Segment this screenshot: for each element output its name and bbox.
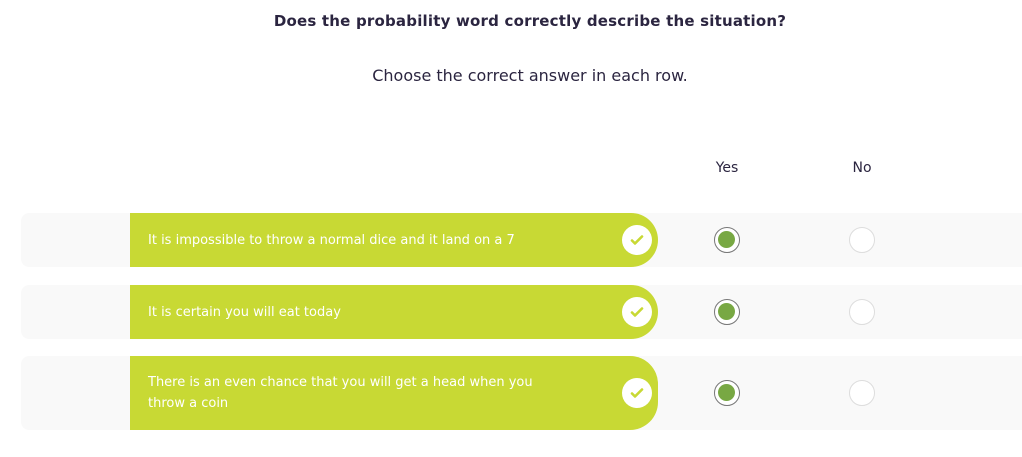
column-header-no: No — [852, 160, 872, 176]
radio-yes[interactable] — [714, 380, 740, 406]
statement-pill: It is certain you will eat today — [130, 285, 658, 339]
check-icon — [622, 378, 652, 408]
question-row: It is impossible to throw a normal dice … — [21, 213, 1022, 267]
statement-text: It is impossible to throw a normal dice … — [148, 232, 515, 248]
statement-text: It is certain you will eat today — [148, 304, 341, 320]
radio-no[interactable] — [849, 227, 875, 253]
radio-yes[interactable] — [714, 299, 740, 325]
question-title: Does the probability word correctly desc… — [273, 12, 787, 30]
statement-pill: It is impossible to throw a normal dice … — [130, 213, 658, 267]
radio-yes[interactable] — [714, 227, 740, 253]
column-header-yes: Yes — [715, 160, 739, 176]
statement-pill: There is an even chance that you will ge… — [130, 356, 658, 430]
radio-no[interactable] — [849, 299, 875, 325]
statement-text: There is an even chance that you will ge… — [148, 375, 533, 411]
question-row: It is certain you will eat today — [21, 285, 1022, 339]
radio-no[interactable] — [849, 380, 875, 406]
check-icon — [622, 297, 652, 327]
check-icon — [622, 225, 652, 255]
instructions: Choose the correct answer in each row. — [372, 66, 688, 85]
question-row: There is an even chance that you will ge… — [21, 356, 1022, 430]
